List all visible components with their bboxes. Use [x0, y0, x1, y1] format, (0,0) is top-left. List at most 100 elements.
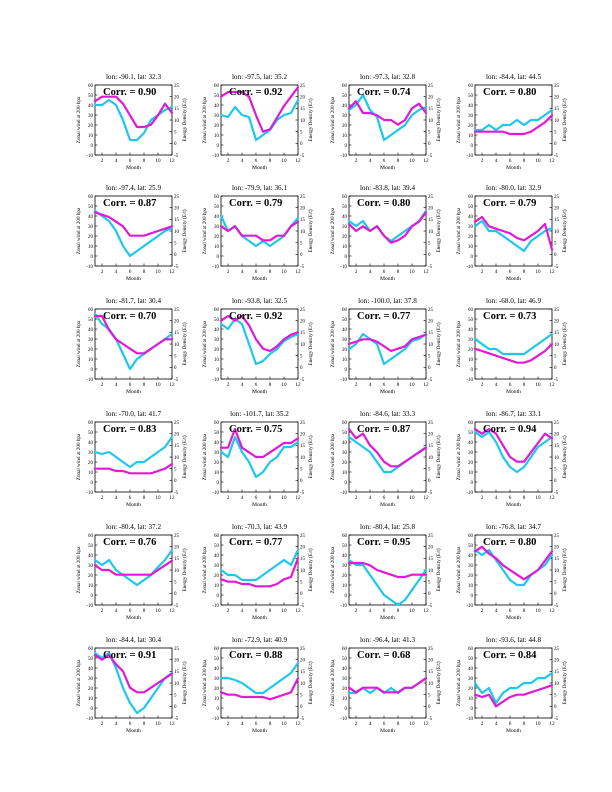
y-right-tick-label: 15: [300, 107, 306, 112]
y-right-axis-label: Energy Density (E/t): [307, 98, 314, 141]
y-left-tick-label: -10: [212, 604, 219, 609]
x-tick-label: 6: [509, 158, 512, 164]
y-right-axis-label: Energy Density (E/t): [307, 661, 314, 704]
y-right-tick-label: 15: [554, 218, 560, 223]
y-right-tick-label: 20: [554, 95, 560, 100]
y-right-tick-label: -5: [428, 154, 433, 159]
subplot-title: lon: -100.0, lat: 37.8: [358, 297, 417, 305]
y-right-axis-label: Energy Density (E/t): [307, 209, 314, 252]
y-left-tick-label: 40: [468, 215, 474, 220]
y-left-tick-label: -10: [212, 491, 219, 496]
y-right-tick-label: 0: [428, 366, 431, 371]
subplot-14: lon: -101.7, lat: 35.2 2 4 6 8 10 12 Month -10 0 1…: [202, 410, 314, 508]
y-left-tick-label: 50: [468, 94, 474, 99]
y-left-tick-label: 60: [214, 308, 220, 313]
y-left-tick-label: -10: [340, 378, 347, 383]
subplot-11: lon: -100.0, lat: 37.8 2 4 6 8 10 12 Month -10 0 1…: [330, 297, 442, 395]
zonal-wind-line: [473, 219, 554, 253]
y-left-tick-label: 30: [342, 225, 348, 230]
y-right-tick-label: 10: [300, 230, 306, 235]
y-right-tick-label: 10: [554, 682, 560, 687]
y-right-axis-label: Energy Density (E/t): [435, 435, 442, 478]
y-right-tick-label: -5: [554, 491, 559, 496]
x-tick-label: 6: [129, 382, 132, 388]
x-tick-label: 4: [115, 721, 118, 727]
y-left-tick-label: 50: [214, 205, 220, 210]
y-right-tick-label: 5: [554, 241, 557, 246]
y-left-tick-label: 50: [88, 318, 94, 323]
y-right-tick-label: 20: [174, 206, 180, 211]
y-right-tick-label: 5: [300, 693, 303, 698]
y-left-tick-label: 30: [468, 338, 474, 343]
subplot-21: lon: -84.4, lat: 30.4 2 4 6 8 10 12 Month -10 0 10…: [76, 636, 188, 734]
subplot-title: lon: -68.0, lat: 46.9: [486, 297, 542, 305]
y-left-tick-label: 10: [88, 584, 94, 589]
y-left-tick-label: 0: [91, 368, 94, 373]
x-tick-label: 10: [155, 495, 161, 501]
correlation-label: Corr. = 0.79: [483, 198, 536, 209]
y-right-tick-label: -5: [174, 265, 179, 270]
y-left-tick-label: 10: [342, 245, 348, 250]
correlation-label: Corr. = 0.74: [357, 87, 411, 98]
energy-density-line: [473, 427, 554, 463]
x-axis-label: Month: [506, 389, 521, 395]
y-right-tick-label: 20: [300, 319, 306, 324]
x-tick-label: 10: [281, 721, 287, 727]
x-tick-label: 2: [227, 721, 230, 727]
y-right-axis-label: Energy Density (E/t): [307, 435, 314, 478]
zonal-wind-line: [93, 548, 174, 587]
y-left-axis-label: Zonal wind at 200 hpa: [456, 433, 462, 480]
y-left-tick-label: 50: [214, 431, 220, 436]
energy-density-line: [93, 462, 174, 475]
y-left-tick-label: 60: [342, 84, 348, 89]
y-right-tick-label: 10: [300, 569, 306, 574]
x-tick-label: 12: [549, 721, 555, 727]
y-right-tick-label: 25: [554, 534, 560, 539]
y-left-tick-label: 10: [214, 358, 220, 363]
x-tick-label: 2: [355, 158, 358, 164]
x-axis-label: Month: [506, 502, 521, 508]
y-left-tick-label: 60: [468, 647, 474, 652]
x-tick-label: 4: [241, 158, 244, 164]
y-right-axis-label: Energy Density (E/t): [435, 322, 442, 365]
y-left-tick-label: -10: [340, 154, 347, 159]
x-tick-label: 10: [535, 608, 541, 614]
y-right-tick-label: 0: [428, 479, 431, 484]
y-left-axis-label: Zonal wind at 200 hpa: [330, 546, 336, 593]
y-left-tick-label: 40: [214, 328, 220, 333]
zonal-wind-line: [473, 332, 554, 356]
y-right-tick-label: 25: [428, 534, 434, 539]
subplot-9: lon: -81.7, lat: 30.4 2 4 6 8 10 12 Month -10 0 10…: [76, 297, 188, 395]
energy-density-line: [219, 427, 300, 459]
y-right-tick-label: 0: [174, 592, 177, 597]
y-right-tick-label: 10: [300, 119, 306, 124]
zonal-wind-line: [219, 548, 300, 582]
y-right-tick-label: 20: [554, 206, 560, 211]
x-tick-label: 4: [495, 269, 498, 275]
y-right-tick-label: 15: [174, 557, 180, 562]
y-left-axis-label: Zonal wind at 200 hpa: [76, 659, 82, 706]
x-tick-label: 12: [423, 382, 429, 388]
y-right-tick-label: 0: [554, 142, 557, 147]
x-axis-label: Month: [506, 615, 521, 621]
x-tick-label: 12: [295, 382, 301, 388]
y-left-tick-label: 60: [88, 195, 94, 200]
y-right-tick-label: 5: [174, 467, 177, 472]
y-right-tick-label: 5: [554, 580, 557, 585]
subplot-title: lon: -80.4, lat: 25.8: [360, 523, 416, 531]
y-right-tick-label: 20: [174, 319, 180, 324]
y-left-tick-label: 20: [88, 574, 94, 579]
correlation-label: Corr. = 0.90: [103, 87, 156, 98]
y-left-tick-label: 0: [345, 368, 348, 373]
y-right-tick-label: 15: [300, 218, 306, 223]
correlation-label: Corr. = 0.77: [357, 311, 410, 322]
y-left-tick-label: 0: [91, 255, 94, 260]
x-tick-label: 4: [369, 721, 372, 727]
y-left-axis-label: Zonal wind at 200 hpa: [456, 659, 462, 706]
y-right-tick-label: 0: [174, 142, 177, 147]
y-left-tick-label: 40: [342, 554, 348, 559]
y-left-tick-label: 0: [471, 594, 474, 599]
y-left-tick-label: 40: [342, 667, 348, 672]
y-right-tick-label: 25: [428, 195, 434, 200]
x-tick-label: 10: [155, 158, 161, 164]
